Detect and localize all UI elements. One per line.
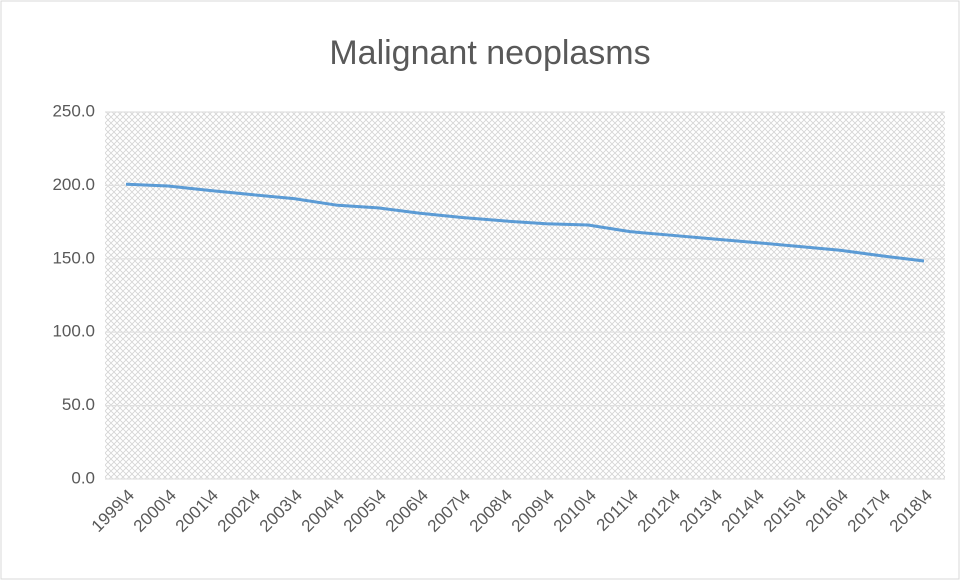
y-tick-label: 200.0	[52, 175, 95, 194]
y-tick-label: 150.0	[52, 248, 95, 267]
chart-title: Malignant neoplasms	[329, 34, 650, 72]
plot-area	[105, 112, 945, 479]
line-series	[125, 182, 925, 263]
y-tick-label: 0.0	[71, 468, 95, 487]
y-tick-label: 250.0	[52, 101, 95, 120]
y-tick-label: 50.0	[62, 395, 95, 414]
y-tick-label: 100.0	[52, 322, 95, 341]
